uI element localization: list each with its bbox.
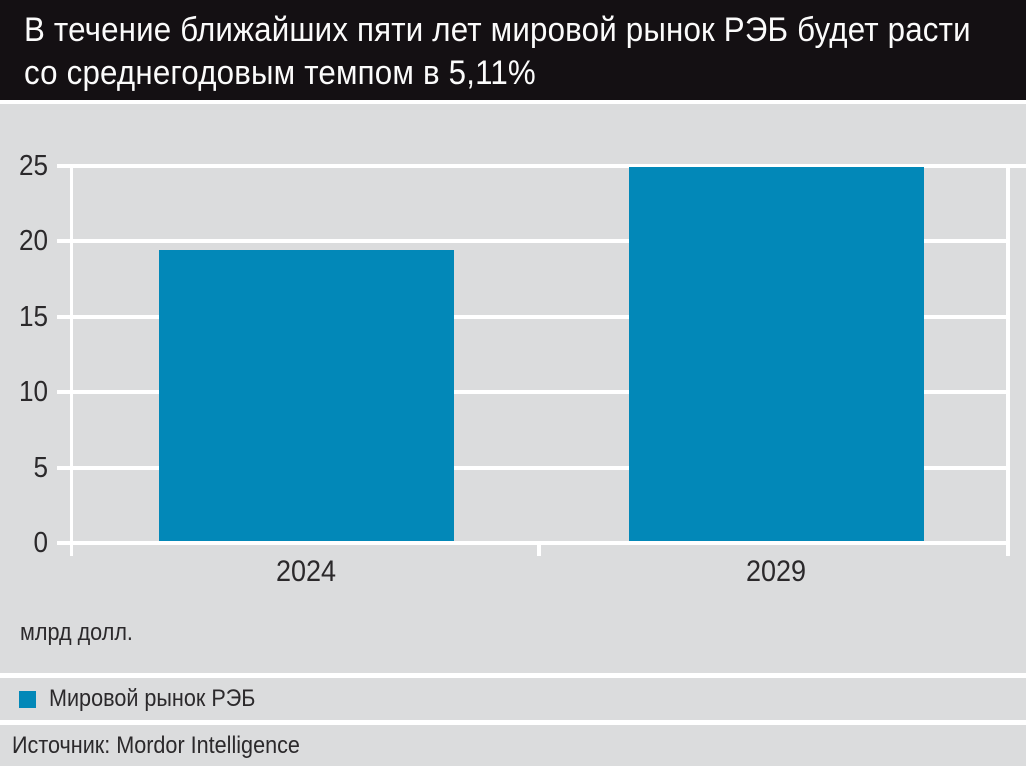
chart-title-line-2: со среднегодовым темпом в 5,11% bbox=[24, 54, 536, 92]
y-tick-label-10: 10 bbox=[18, 376, 48, 409]
x-tick-label-2029: 2029 bbox=[745, 555, 807, 588]
legend: Мировой рынок РЭБ bbox=[0, 678, 1026, 720]
y-tick-label-0: 0 bbox=[33, 527, 48, 559]
source-row: Источник: Mordor Intelligence bbox=[0, 725, 1026, 766]
bar-2024 bbox=[158, 249, 454, 545]
gridline-15 bbox=[57, 314, 1006, 319]
y-axis-line bbox=[70, 166, 73, 556]
y-tick-label-20: 20 bbox=[18, 225, 48, 258]
y-tick-label-5: 5 bbox=[33, 451, 48, 484]
gridline-5 bbox=[57, 465, 1006, 470]
gridline-0 bbox=[57, 541, 1006, 545]
chart-area: млрд долл. 0 5 10 15 20 25 2024 2029 bbox=[0, 104, 1026, 673]
gridline-10 bbox=[57, 390, 1006, 395]
y-tick-label-25: 25 bbox=[18, 150, 48, 182]
gridline-20 bbox=[57, 239, 1006, 244]
chart-title-line-1: В течение ближайших пяти лет мировой рын… bbox=[24, 11, 971, 49]
source-label: Источник: Mordor Intelligence bbox=[12, 731, 300, 759]
legend-label: Мировой рынок РЭБ bbox=[49, 685, 256, 712]
bar-2029 bbox=[628, 166, 924, 545]
y-axis-unit-label: млрд долл. bbox=[20, 619, 133, 646]
y-tick-label-15: 15 bbox=[18, 300, 48, 333]
gridline-25 bbox=[57, 164, 1026, 168]
x-axis-category-tick bbox=[537, 543, 541, 556]
chart-title-band: В течение ближайших пяти лет мировой рын… bbox=[0, 0, 1026, 100]
x-tick-label-2024: 2024 bbox=[275, 555, 337, 588]
plot-right-border bbox=[1006, 166, 1010, 556]
legend-marker-icon bbox=[19, 690, 36, 708]
